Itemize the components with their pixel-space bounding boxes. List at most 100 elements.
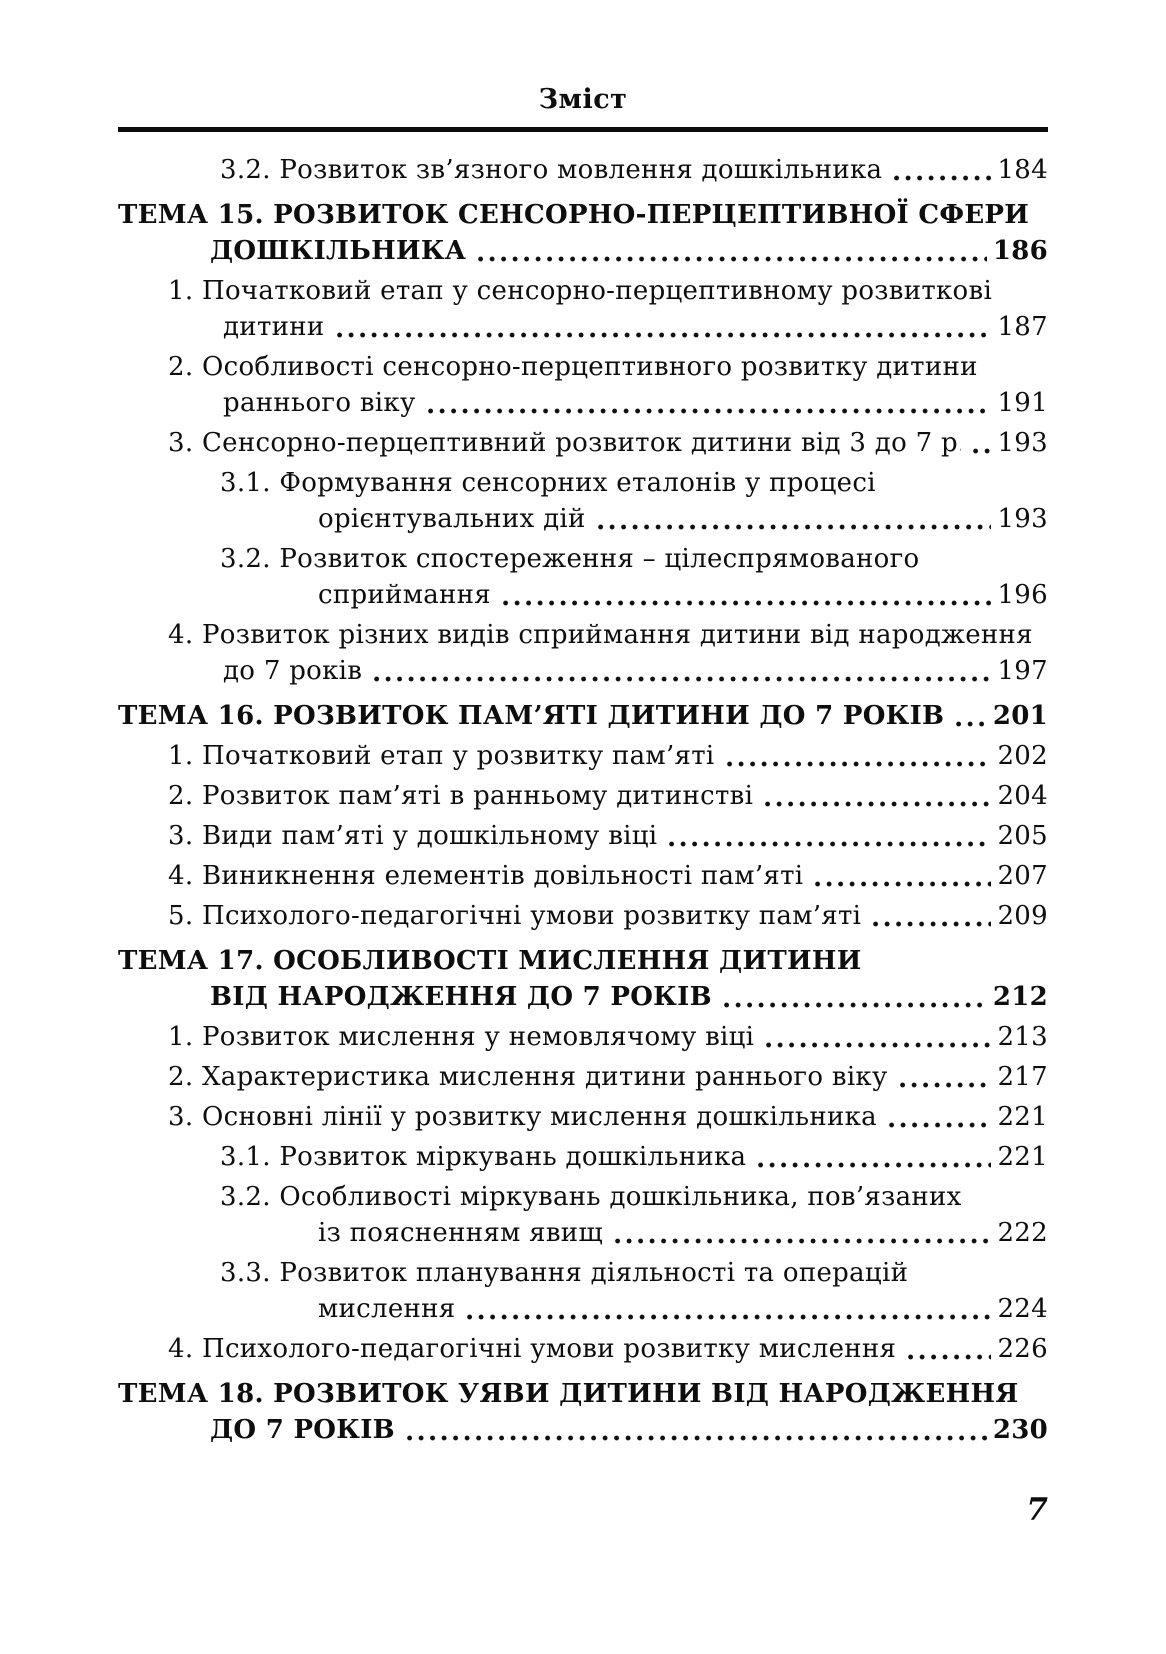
toc-entry: 4. Виникнення елементів довільності пам’… [118,858,1048,894]
toc-entry-text: 3. Основні лінії у розвитку мислення дош… [168,1102,877,1132]
toc-line: 1. Початковий етап у розвитку пам’яті 202 [118,738,1048,774]
toc-entry: 3.2. Розвиток спостереження – цілеспрямо… [118,541,1048,613]
toc-line: 5. Психолого-педагогічні умови розвитку … [118,898,1048,934]
toc-entry: ТЕМА 16. РОЗВИТОК ПАМ’ЯТІ ДИТИНИ ДО 7 РО… [118,698,1048,734]
toc-entry-text: дитини [223,312,325,342]
toc-entry-text: до 7 років [223,656,363,686]
toc-entry-text: ВІД НАРОДЖЕННЯ ДО 7 РОКІВ [210,982,712,1012]
page-number: 221 [997,1142,1048,1172]
toc-entry: 3. Сенсорно-перцептивний розвиток дитини… [118,425,1048,461]
toc-entry-text: 3.3. Розвиток планування діяльності та о… [220,1258,909,1288]
dot-leader [973,448,992,454]
toc-line: ТЕМА 15. РОЗВИТОК СЕНСОРНО-ПЕРЦЕПТИВНОЇ … [118,197,1048,233]
toc-line: 4. Виникнення елементів довільності пам’… [118,858,1048,894]
dot-leader [669,841,992,847]
toc-line: ТЕМА 17. ОСОБЛИВОСТІ МИСЛЕННЯ ДИТИНИ [118,943,1048,979]
dot-leader [726,761,992,767]
toc-line: дитини 187 [118,309,1048,345]
toc-entry-text: 3.2. Розвиток зв’язного мовлення дошкіль… [220,155,883,185]
page-number: 222 [997,1218,1048,1248]
page-number: 217 [997,1062,1048,1092]
toc-entry-text: орієнтувальних дій [318,504,586,534]
dot-leader [502,600,992,606]
toc-line: ТЕМА 16. РОЗВИТОК ПАМ’ЯТІ ДИТИНИ ДО 7 РО… [118,698,1048,734]
dot-leader [336,332,992,338]
toc-entry-text: 2. Особливості сенсорно-перцептивного ро… [168,352,978,382]
toc-entry: 1. Початковий етап у сенсорно-перцептивн… [118,273,1048,345]
toc-entry: 3.1. Формування сенсорних еталонів у про… [118,465,1048,537]
toc-line: сприймання 196 [118,577,1048,613]
header-rule [118,127,1048,132]
toc-entry-text: 3.2. Особливості міркувань дошкільника, … [220,1182,962,1212]
toc-entry-text: ТЕМА 18. РОЗВИТОК УЯВИ ДИТИНИ ВІД НАРОДЖ… [118,1379,1019,1409]
page-number: 187 [997,312,1048,342]
dot-leader [815,881,992,887]
dot-leader [467,1314,992,1320]
page-number: 201 [992,701,1048,731]
toc-entry: 4. Розвиток різних видів сприймання дити… [118,617,1048,689]
toc-line: 3.2. Особливості міркувань дошкільника, … [118,1179,1048,1215]
toc-entry-text: 4. Виникнення елементів довільності пам’… [168,861,804,891]
dot-leader [597,524,992,530]
toc-entry-text: 2. Розвиток пам’яті в ранньому дитинстві [168,781,754,811]
toc-entry-text: 1. Початковий етап у розвитку пам’яті [168,741,715,771]
toc-line: із поясненням явищ 222 [118,1215,1048,1251]
toc-entry-text: 3.1. Формування сенсорних еталонів у про… [220,468,876,498]
toc-entry: ТЕМА 18. РОЗВИТОК УЯВИ ДИТИНИ ВІД НАРОДЖ… [118,1376,1048,1448]
toc-entry-text: 5. Психолого-педагогічні умови розвитку … [168,901,862,931]
page-number: 191 [997,388,1048,418]
page-number: 209 [997,901,1048,931]
toc-entry-text: раннього віку [223,388,416,418]
dot-leader [894,175,992,181]
toc-line: 3.2. Розвиток спостереження – цілеспрямо… [118,541,1048,577]
toc-line: мислення 224 [118,1291,1048,1327]
toc-entry: 3. Види пам’яті у дошкільному віці 205 [118,818,1048,854]
toc-entry: 3.2. Особливості міркувань дошкільника, … [118,1179,1048,1251]
dot-leader [908,1354,992,1360]
toc-entry-text: 4. Психолого-педагогічні умови розвитку … [168,1334,897,1364]
toc-line: 3.1. Розвиток міркувань дошкільника 221 [118,1139,1048,1175]
page-number: 221 [997,1102,1048,1132]
toc-entry-text: ДОШКІЛЬНИКА [210,236,467,266]
toc-entry-text: сприймання [318,580,491,610]
toc-line: 2. Розвиток пам’яті в ранньому дитинстві… [118,778,1048,814]
toc-entry-text: 1. Розвиток мислення у немовлячому віці [168,1022,755,1052]
toc-entry-text: 3.1. Розвиток міркувань дошкільника [220,1142,747,1172]
toc-line: до 7 років 197 [118,653,1048,689]
toc-entry-text: 3. Сенсорно-перцептивний розвиток дитини… [168,428,962,458]
page-number: 186 [992,236,1048,266]
toc-line: 2. Особливості сенсорно-перцептивного ро… [118,349,1048,385]
toc-entry: 3.1. Розвиток міркувань дошкільника 221 [118,1139,1048,1175]
page-number: 205 [997,821,1048,851]
toc-entry-text: ТЕМА 17. ОСОБЛИВОСТІ МИСЛЕННЯ ДИТИНИ [118,946,862,976]
toc-line: 3. Сенсорно-перцептивний розвиток дитини… [118,425,1048,461]
toc-entry: 3.2. Розвиток зв’язного мовлення дошкіль… [118,152,1048,188]
toc-line: 4. Розвиток різних видів сприймання дити… [118,617,1048,653]
toc-entry-text: 3. Види пам’яті у дошкільному віці [168,821,658,851]
dot-leader [956,721,987,727]
toc-entry-text: 2. Характеристика мислення дитини ранньо… [168,1062,888,1092]
toc-line: раннього віку 191 [118,385,1048,421]
toc-line: ВІД НАРОДЖЕННЯ ДО 7 РОКІВ 212 [118,979,1048,1015]
page-number: 207 [997,861,1048,891]
toc-line: 2. Характеристика мислення дитини ранньо… [118,1059,1048,1095]
dot-leader [723,1002,987,1008]
page-number: 224 [997,1294,1048,1324]
dot-leader [614,1238,992,1244]
toc-entry-text: 3.2. Розвиток спостереження – цілеспрямо… [220,544,920,574]
page-title: Зміст [538,84,628,115]
toc-entry-text: мислення [318,1294,456,1324]
page-number: 226 [997,1334,1048,1364]
toc-line: орієнтувальних дій 193 [118,501,1048,537]
page-number: 184 [997,155,1048,185]
toc-entry-text: із поясненням явищ [318,1218,603,1248]
toc-line: 4. Психолого-педагогічні умови розвитку … [118,1331,1048,1367]
dot-leader [758,1162,992,1168]
toc-line: ДОШКІЛЬНИКА 186 [118,233,1048,269]
dot-leader [406,1435,987,1441]
page-folio: 7 [1026,1492,1048,1528]
toc-entry: 2. Характеристика мислення дитини ранньо… [118,1059,1048,1095]
toc-entry: 3.3. Розвиток планування діяльності та о… [118,1255,1048,1327]
toc-entry: ТЕМА 17. ОСОБЛИВОСТІ МИСЛЕННЯ ДИТИНИ ВІД … [118,943,1048,1015]
